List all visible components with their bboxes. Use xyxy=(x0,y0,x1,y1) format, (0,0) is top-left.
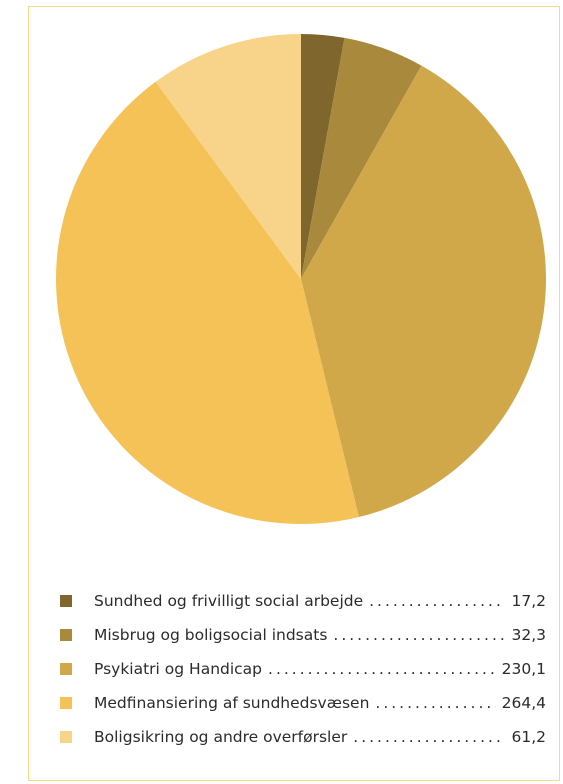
legend-item: Psykiatri og Handicap ..................… xyxy=(60,658,546,680)
legend-item: Medfinansiering af sundhedsvæsen .......… xyxy=(60,692,546,714)
legend-label: Sundhed og frivilligt social arbejde xyxy=(94,592,364,610)
pie-slice-4 xyxy=(155,34,301,279)
legend-swatch xyxy=(60,731,72,743)
legend-label: Medfinansiering af sundhedsvæsen xyxy=(94,694,370,712)
legend-value: 61,2 xyxy=(511,728,546,746)
legend-value: 17,2 xyxy=(511,592,546,610)
legend-swatch xyxy=(60,697,72,709)
legend-swatch xyxy=(60,629,72,641)
legend-item: Misbrug og boligsocial indsats .........… xyxy=(60,624,546,646)
legend: Sundhed og frivilligt social arbejde ...… xyxy=(60,590,546,760)
legend-label: Misbrug og boligsocial indsats xyxy=(94,626,328,644)
pie-slice-0 xyxy=(301,34,345,279)
pie-slice-2 xyxy=(301,65,546,518)
pie-slice-1 xyxy=(301,37,422,279)
pie-chart xyxy=(56,34,546,524)
legend-swatch xyxy=(60,595,72,607)
legend-item: Sundhed og frivilligt social arbejde ...… xyxy=(60,590,546,612)
legend-item: Boligsikring og andre overførsler ......… xyxy=(60,726,546,748)
legend-value: 264,4 xyxy=(501,694,546,712)
pie-slice-3 xyxy=(56,81,359,524)
chart-frame xyxy=(28,6,560,781)
legend-label: Boligsikring og andre overførsler xyxy=(94,728,348,746)
legend-label: Psykiatri og Handicap xyxy=(94,660,263,678)
leader-dots: ........................................… xyxy=(333,626,506,644)
legend-value: 32,3 xyxy=(511,626,546,644)
legend-value: 230,1 xyxy=(501,660,546,678)
legend-swatch xyxy=(60,663,72,675)
leader-dots: ........................................… xyxy=(353,728,505,746)
leader-dots: ........................................… xyxy=(268,660,496,678)
leader-dots: ........................................… xyxy=(375,694,495,712)
leader-dots: ........................................… xyxy=(369,592,505,610)
